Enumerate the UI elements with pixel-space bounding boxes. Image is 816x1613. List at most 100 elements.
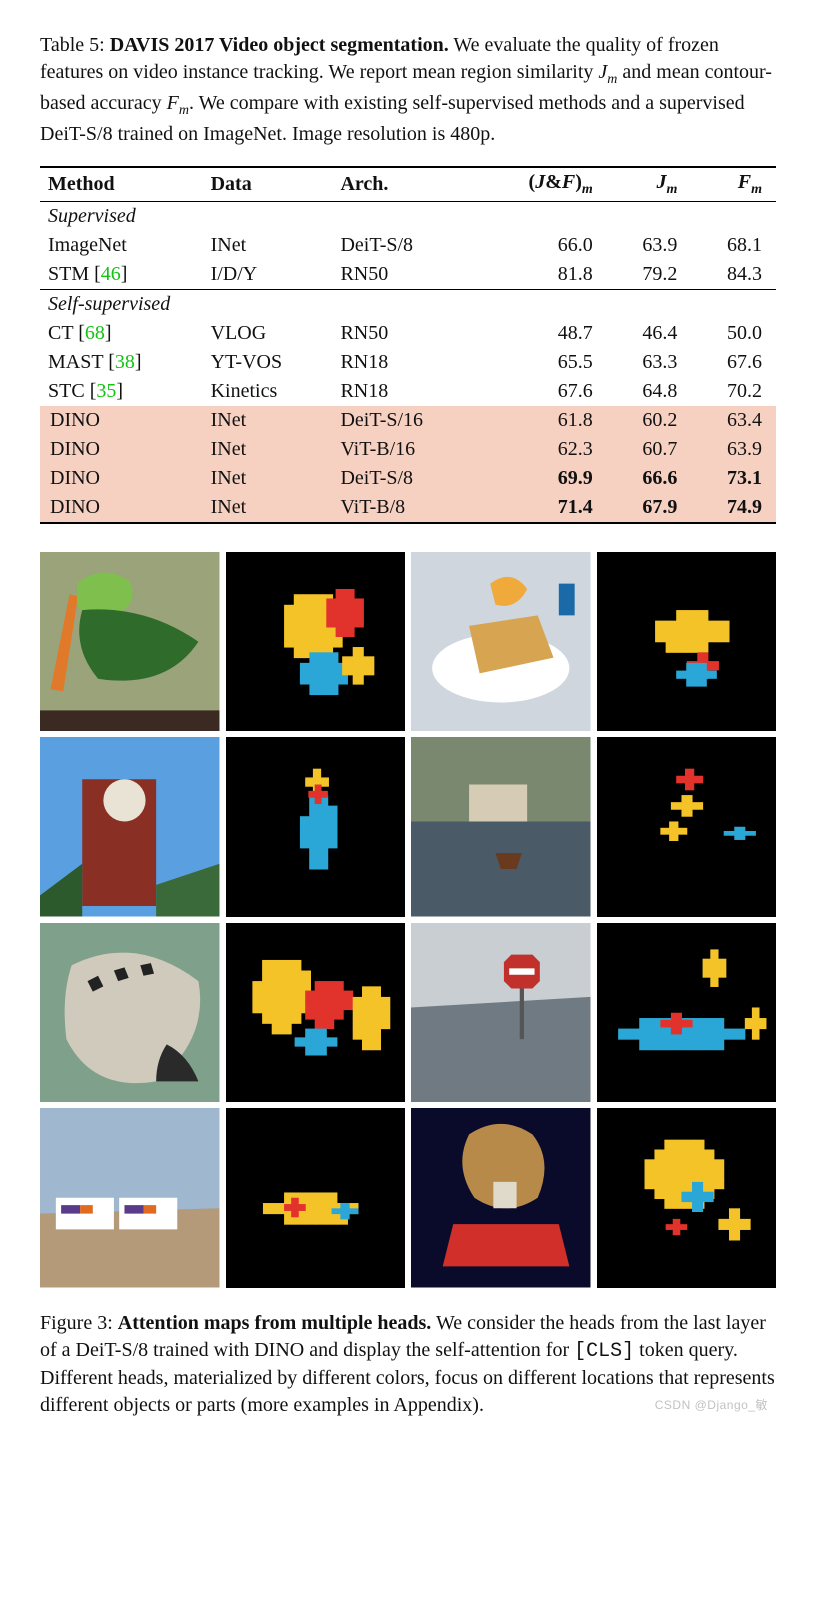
cell-f: 74.9	[691, 493, 776, 523]
cell-f: 70.2	[691, 377, 776, 406]
cell-method: DINO	[40, 464, 203, 493]
cell-f: 73.1	[691, 464, 776, 493]
cell-jf: 61.8	[479, 406, 607, 435]
table-row: CT [68]VLOGRN5048.746.450.0	[40, 319, 776, 348]
cell-jf: 67.6	[479, 377, 607, 406]
cell-jf: 65.5	[479, 348, 607, 377]
cell-jf: 69.9	[479, 464, 607, 493]
photo-tile	[411, 737, 591, 917]
photo-tile	[411, 1108, 591, 1288]
photo-tile	[411, 923, 591, 1103]
cell-j: 79.2	[607, 260, 692, 290]
cell-j: 60.7	[607, 435, 692, 464]
cell-j: 67.9	[607, 493, 692, 523]
figure-grid	[40, 552, 776, 1288]
cell-j: 63.3	[607, 348, 692, 377]
table-caption: Table 5: DAVIS 2017 Video object segment…	[40, 32, 776, 148]
cell-f: 50.0	[691, 319, 776, 348]
cell-data: VLOG	[203, 319, 333, 348]
table-row: STM [46]I/D/YRN5081.879.284.3	[40, 260, 776, 290]
citation: 35	[96, 380, 116, 402]
citation: 46	[101, 263, 121, 285]
cell-arch: ViT-B/8	[332, 493, 478, 523]
col-j: Jm	[607, 167, 692, 202]
cell-data: I/D/Y	[203, 260, 333, 290]
cell-arch: DeiT-S/16	[332, 406, 478, 435]
cell-data: INet	[203, 435, 333, 464]
cell-f: 67.6	[691, 348, 776, 377]
cell-f: 84.3	[691, 260, 776, 290]
col-method: Method	[40, 167, 203, 202]
cell-data: INet	[203, 406, 333, 435]
cell-j: 64.8	[607, 377, 692, 406]
table-row: STC [35]KineticsRN1867.664.870.2	[40, 377, 776, 406]
cell-j: 60.2	[607, 406, 692, 435]
cell-method: STM [46]	[40, 260, 203, 290]
cell-method: CT [68]	[40, 319, 203, 348]
cell-data: INet	[203, 493, 333, 523]
citation: 38	[115, 351, 135, 373]
cell-data: INet	[203, 231, 333, 260]
table-row: DINO INetDeiT-S/869.966.673.1	[40, 464, 776, 493]
photo-tile	[40, 737, 220, 917]
cell-jf: 81.8	[479, 260, 607, 290]
photo-tile	[40, 923, 220, 1103]
photo-tile	[411, 552, 591, 732]
cell-arch: RN18	[332, 377, 478, 406]
photo-tile	[40, 1108, 220, 1288]
attention-tile	[597, 552, 777, 732]
cell-data: YT-VOS	[203, 348, 333, 377]
cell-f: 63.9	[691, 435, 776, 464]
cell-arch: RN50	[332, 319, 478, 348]
table-row: ImageNet INetDeiT-S/866.063.968.1	[40, 231, 776, 260]
table-label: Table 5:	[40, 34, 105, 56]
cell-method: ImageNet	[40, 231, 203, 260]
section-label: Self-supervised	[40, 289, 776, 319]
cell-f: 63.4	[691, 406, 776, 435]
cell-method: DINO	[40, 435, 203, 464]
figure-label: Figure 3:	[40, 1312, 113, 1334]
citation: 68	[85, 322, 105, 344]
attention-tile	[226, 923, 406, 1103]
cell-j: 63.9	[607, 231, 692, 260]
attention-tile	[226, 1108, 406, 1288]
cell-arch: ViT-B/16	[332, 435, 478, 464]
attention-tile	[226, 552, 406, 732]
col-data: Data	[203, 167, 333, 202]
cell-jf: 62.3	[479, 435, 607, 464]
cell-jf: 48.7	[479, 319, 607, 348]
cell-arch: DeiT-S/8	[332, 231, 478, 260]
cell-f: 68.1	[691, 231, 776, 260]
cell-method: STC [35]	[40, 377, 203, 406]
figure-title: Attention maps from multiple heads.	[118, 1312, 432, 1334]
cell-arch: DeiT-S/8	[332, 464, 478, 493]
results-table: Method Data Arch. (J&F)m Jm Fm Supervise…	[40, 166, 776, 524]
section-label: Supervised	[40, 201, 776, 231]
cell-j: 66.6	[607, 464, 692, 493]
attention-tile	[597, 923, 777, 1103]
cell-jf: 71.4	[479, 493, 607, 523]
table-row: DINO INetViT-B/871.467.974.9	[40, 493, 776, 523]
attention-tile	[226, 737, 406, 917]
cell-arch: RN18	[332, 348, 478, 377]
cell-method: DINO	[40, 406, 203, 435]
cell-data: INet	[203, 464, 333, 493]
table-header-row: Method Data Arch. (J&F)m Jm Fm	[40, 167, 776, 202]
cell-method: MAST [38]	[40, 348, 203, 377]
col-jf: (J&F)m	[479, 167, 607, 202]
watermark: CSDN @Django_敏	[655, 1396, 768, 1413]
table-title: DAVIS 2017 Video object segmentation.	[110, 34, 449, 56]
cell-data: Kinetics	[203, 377, 333, 406]
cell-j: 46.4	[607, 319, 692, 348]
photo-tile	[40, 552, 220, 732]
table-row: DINO INetViT-B/1662.360.763.9	[40, 435, 776, 464]
table-row: MAST [38]YT-VOSRN1865.563.367.6	[40, 348, 776, 377]
attention-tile	[597, 737, 777, 917]
attention-tile	[597, 1108, 777, 1288]
cell-arch: RN50	[332, 260, 478, 290]
col-f: Fm	[691, 167, 776, 202]
table-row: DINO INetDeiT-S/1661.860.263.4	[40, 406, 776, 435]
col-arch: Arch.	[332, 167, 478, 202]
cell-jf: 66.0	[479, 231, 607, 260]
cell-method: DINO	[40, 493, 203, 523]
